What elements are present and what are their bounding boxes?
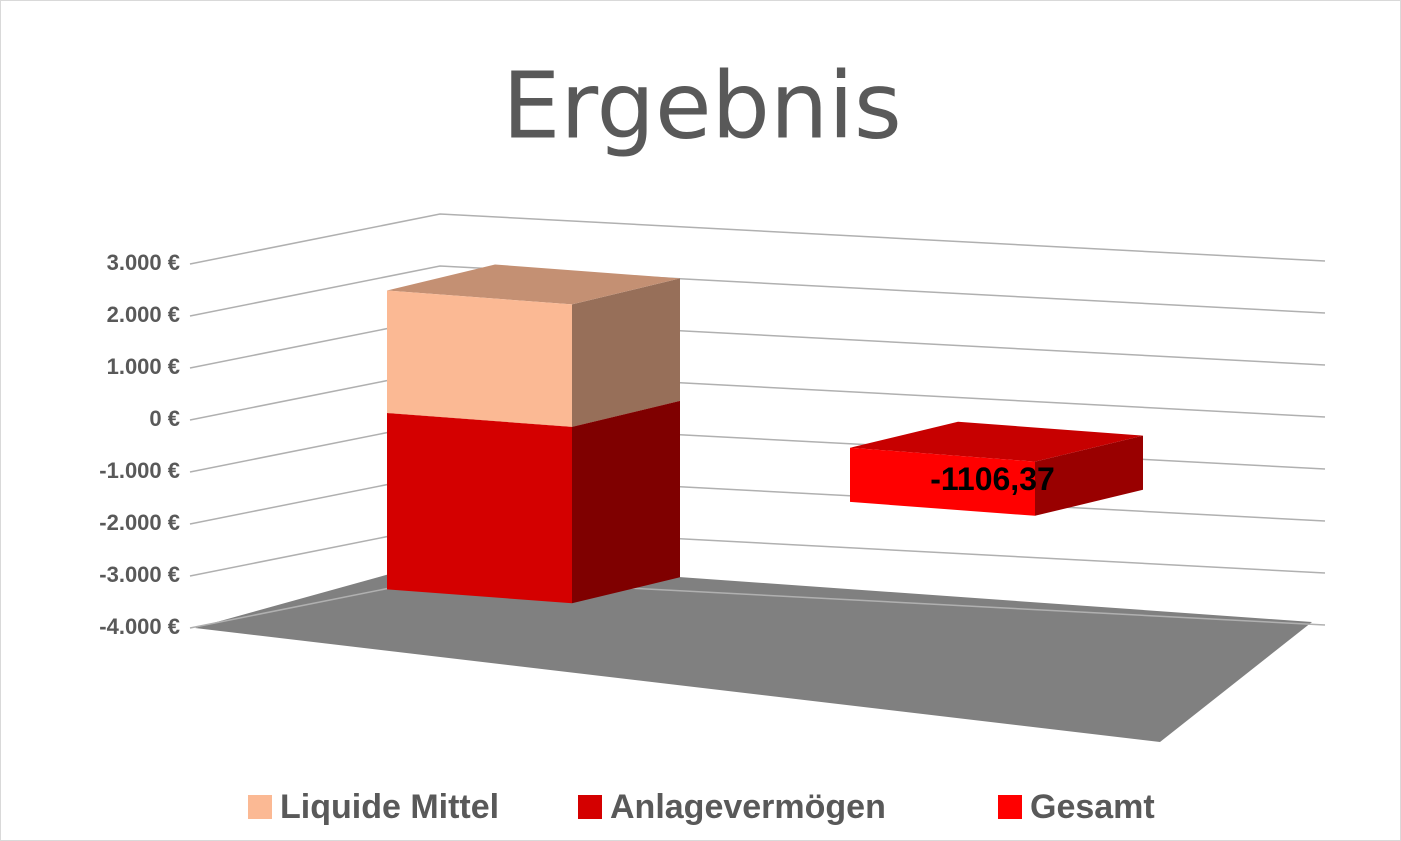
y-tick-label: -4.000 €: [99, 614, 180, 639]
legend-label: Anlagevermögen: [610, 788, 886, 826]
floor: [195, 560, 1312, 742]
y-tick-label: -2.000 €: [99, 510, 180, 535]
y-tick-label: 1.000 €: [107, 354, 180, 379]
grid-line: [189, 265, 1326, 317]
bar-top: [850, 421, 1143, 462]
y-tick-label: -3.000 €: [99, 562, 180, 587]
legend-label: Liquide Mittel: [280, 788, 499, 826]
data-label: -1106,37: [930, 461, 1055, 497]
legend-swatch: [998, 795, 1022, 819]
y-tick-label: 3.000 €: [107, 250, 180, 275]
legend-swatch: [578, 795, 602, 819]
bar: [387, 413, 572, 604]
legend-label: Gesamt: [1030, 788, 1155, 826]
bar: [850, 447, 1035, 516]
chart-title: Ergebnis: [502, 52, 902, 159]
y-tick-label: 2.000 €: [107, 302, 180, 327]
bar-top: [387, 264, 680, 305]
grid-line: [189, 213, 1326, 265]
bar-side: [572, 400, 680, 604]
bar-side: [572, 278, 680, 427]
y-tick-label: 0 €: [149, 406, 180, 431]
legend-swatch: [248, 795, 272, 819]
bar-side: [1035, 435, 1143, 516]
y-tick-label: -1.000 €: [99, 458, 180, 483]
bar: [387, 290, 572, 427]
